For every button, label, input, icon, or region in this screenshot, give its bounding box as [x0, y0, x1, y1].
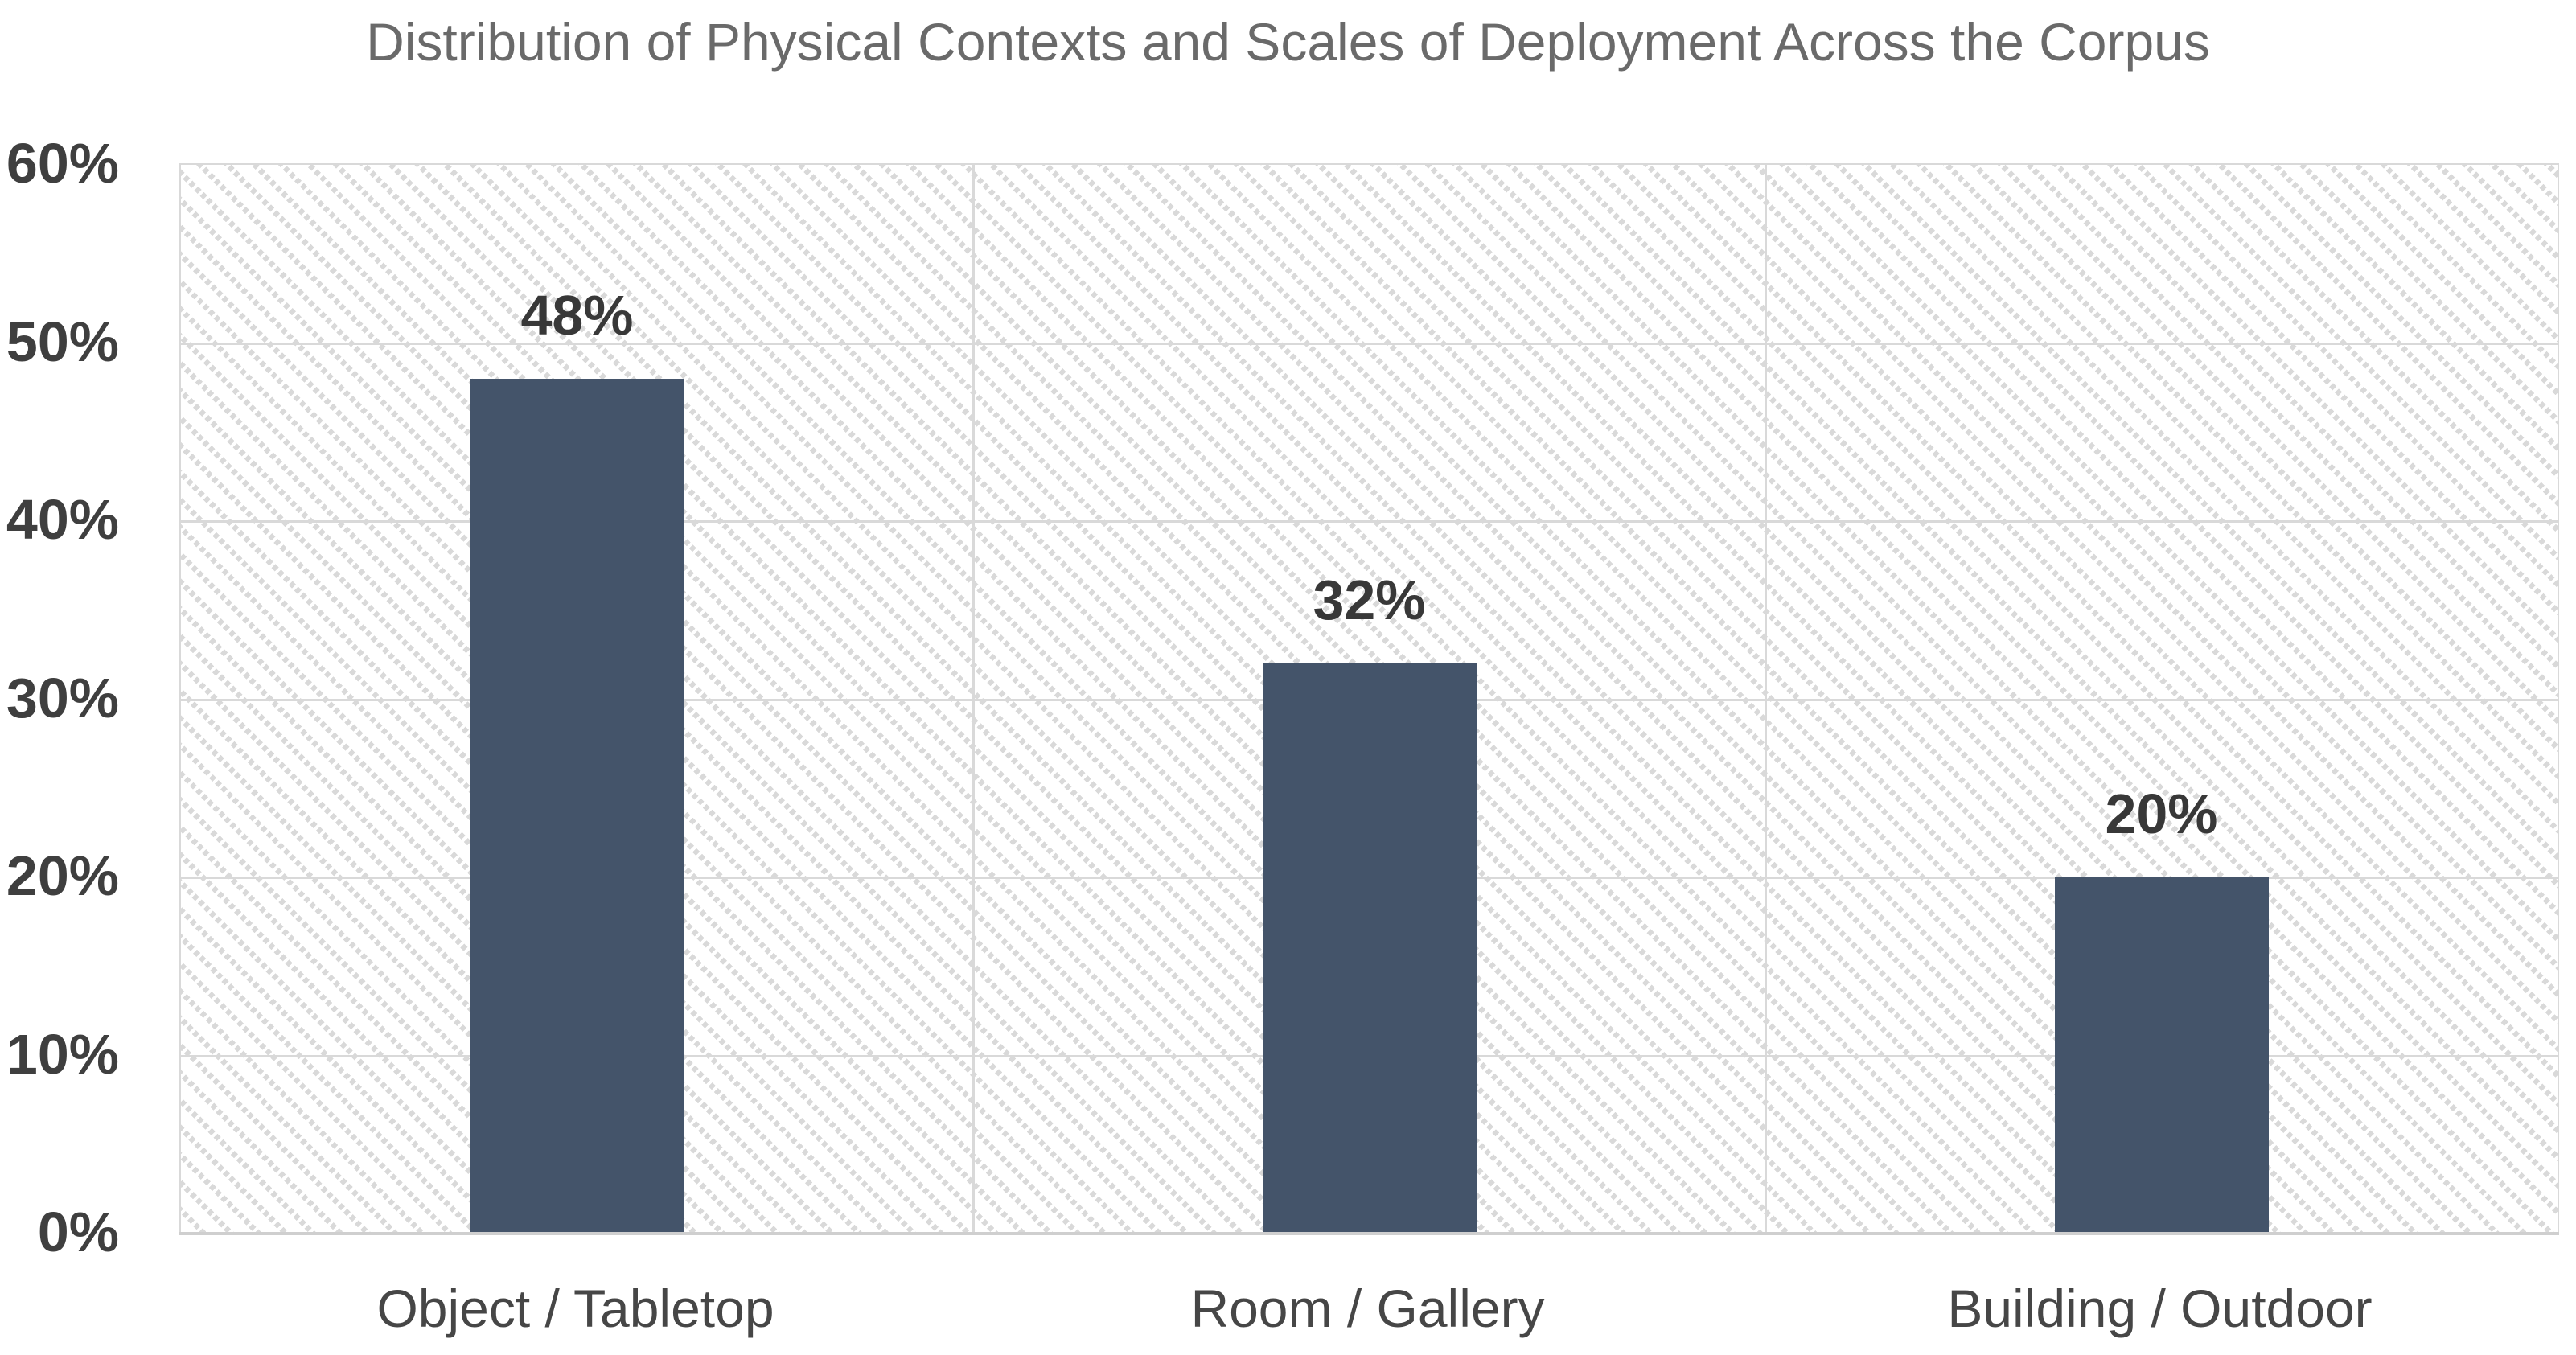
bar-value-label-object-tabletop: 48%: [520, 283, 634, 347]
plot-area: 48% 32% 20%: [179, 163, 2559, 1235]
y-tick-label-0: 0%: [37, 1201, 119, 1263]
bar-building-outdoor: [2054, 877, 2269, 1234]
gridline-vertical-2: [1765, 165, 1767, 1234]
x-axis: Object / Tabletop Room / Gallery Building …: [179, 1254, 2556, 1351]
category-label-object-tabletop: Object / Tabletop: [376, 1279, 774, 1338]
y-tick-label-50: 50%: [6, 310, 119, 373]
bar-room-gallery: [1262, 663, 1477, 1234]
y-tick-label-20: 20%: [6, 844, 119, 907]
gridline-horizontal-40: [181, 520, 2558, 523]
category-label-room-gallery: Room / Gallery: [1190, 1279, 1545, 1338]
category-label-building-outdoor: Building / Outdoor: [1947, 1279, 2373, 1338]
y-tick-label-30: 30%: [6, 666, 119, 729]
y-tick-label-40: 40%: [6, 488, 119, 551]
gridline-vertical-1: [972, 165, 975, 1234]
y-tick-label-60: 60%: [6, 132, 119, 195]
gridline-horizontal-50: [181, 342, 2558, 345]
chart-title: Distribution of Physical Contexts and Sc…: [366, 12, 2210, 72]
bar-value-label-building-outdoor: 20%: [2105, 782, 2218, 845]
y-tick-label-10: 10%: [6, 1022, 119, 1086]
bar-object-tabletop: [470, 378, 684, 1234]
y-axis: 0% 10% 20% 30% 40% 50% 60%: [0, 132, 119, 1263]
x-axis-line: [179, 1232, 2559, 1235]
bar-value-label-room-gallery: 32%: [1313, 569, 1426, 632]
